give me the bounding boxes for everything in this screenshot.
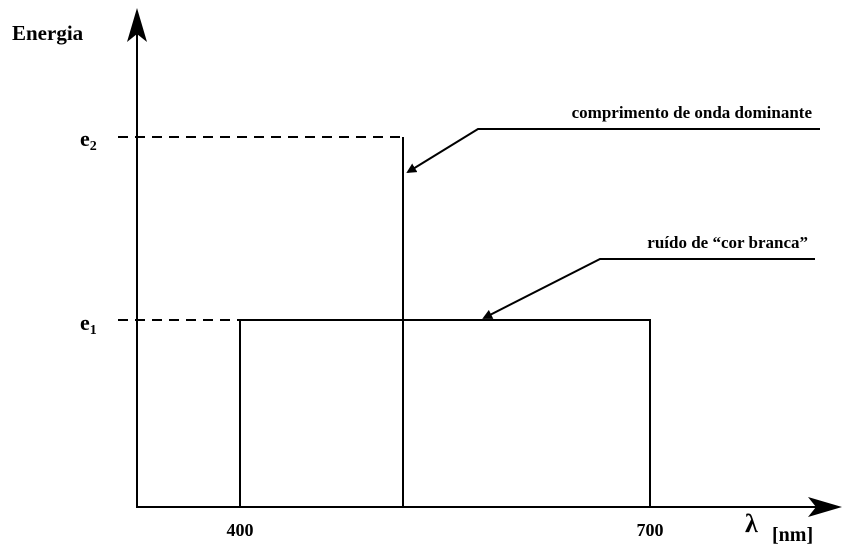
leader-noise <box>482 258 815 319</box>
leader-dominant <box>406 128 820 174</box>
x-tick-label: 700 <box>637 520 664 540</box>
y-label: Energia <box>12 21 84 45</box>
annotation: comprimento de onda dominante <box>572 103 813 122</box>
x-axis-arrow <box>808 497 842 517</box>
x-unit: [nm] <box>772 524 813 546</box>
x-tick-label: 400 <box>227 520 254 540</box>
level-label: e2 <box>80 126 97 154</box>
x-symbol: λ <box>745 509 758 538</box>
annotation: ruído de “cor branca” <box>647 233 808 252</box>
y-axis-arrow <box>127 8 147 42</box>
white-noise-box <box>239 319 651 508</box>
level-label: e1 <box>80 310 97 338</box>
